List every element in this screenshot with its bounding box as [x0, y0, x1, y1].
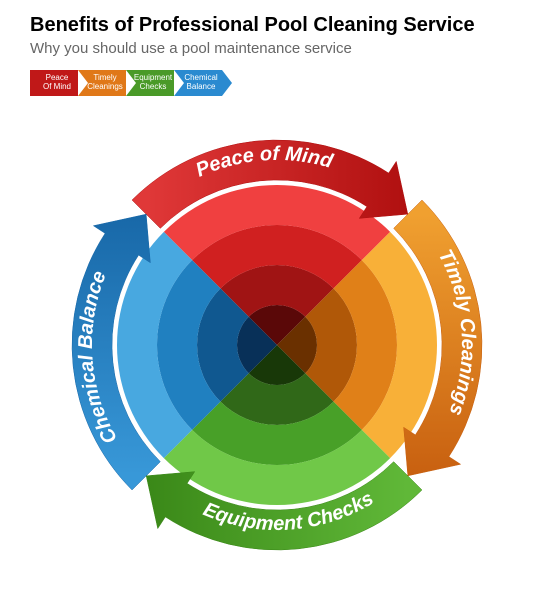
- page-title: Benefits of Professional Pool Cleaning S…: [30, 14, 475, 37]
- chevron-2: Equipment Checks: [126, 70, 174, 96]
- wheel-diagram: Peace of MindTimely CleaningsEquipment C…: [57, 125, 497, 565]
- page-subtitle: Why you should use a pool maintenance se…: [30, 40, 352, 57]
- chevron-1: Timely Cleanings: [78, 70, 126, 96]
- chevron-strip: Peace Of MindTimely CleaningsEquipment C…: [30, 70, 222, 96]
- chevron-3: Chemical Balance: [174, 70, 222, 96]
- chevron-0: Peace Of Mind: [30, 70, 78, 96]
- wheel-svg: Peace of MindTimely CleaningsEquipment C…: [57, 125, 497, 565]
